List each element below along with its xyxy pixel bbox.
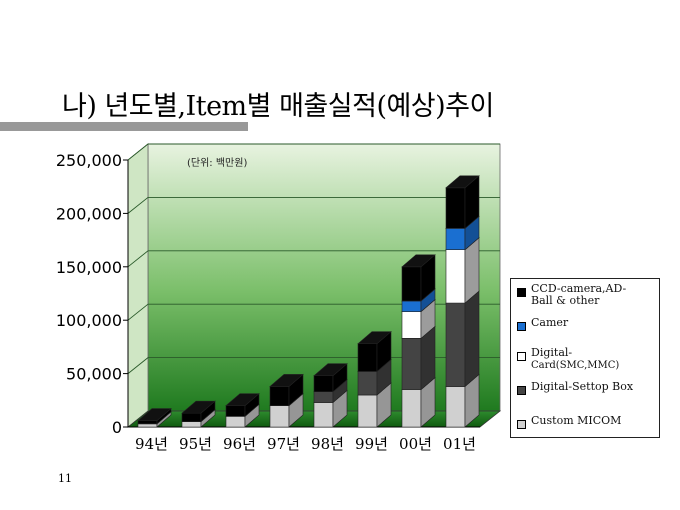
bar-top [137,408,172,421]
page-number: 11 [58,472,72,485]
bar-front [313,391,334,403]
legend-label-digital-card-line1: Digital- [531,346,573,359]
bar-front [401,311,422,339]
bar-top [313,363,348,377]
bar-front [445,302,466,387]
legend-label-ccd-camera-line2: Ball & other [531,294,600,307]
bar-front [445,228,466,251]
bar-front [401,300,422,312]
x-tick-label: 99년 [355,435,388,453]
bar-segment [445,290,480,388]
y-tick-label: 50,000 [66,365,122,384]
bar-segment [269,373,304,407]
y-tick-label: 0 [112,418,122,437]
plot-side-wall [127,143,149,428]
unit-note: (단위: 백만원) [187,156,247,169]
bar-front [445,187,466,229]
legend-label-digital-card-line2: Card(SMC,MMC) [531,360,620,371]
bar-segment [313,363,348,393]
legend-swatch-custom-micom [517,420,526,429]
bar-segment [225,392,260,417]
title-underline-bar [0,122,248,131]
x-tick-label: 94년 [135,435,168,453]
bar-segment [445,175,480,230]
legend-swatch-ccd-camera [517,288,526,297]
gridline [127,143,500,161]
bar-front [269,386,290,406]
bar-front [137,423,158,428]
bar-front [357,371,378,396]
y-tick-label: 200,000 [56,204,122,223]
bar-top [357,331,392,344]
bar-front [313,375,334,393]
bar-segment [401,254,436,302]
bar-front [401,266,422,302]
legend-entry-ccd-camera: CCD-camera,AD- Ball & other [517,283,659,307]
bar-front [181,412,202,422]
legend-entry-camer: Camer [517,317,659,331]
slide-title: 나) 년도별,Item별 매출실적(예상)추이 [62,91,494,122]
gridline [127,303,500,321]
bar-front [357,394,378,428]
x-tick-label: 98년 [311,435,344,453]
y-tick-label: 100,000 [56,311,122,330]
bar-segment [137,407,172,425]
y-tick-label: 250,000 [56,151,122,170]
bar-top [445,175,480,189]
bar-side [464,290,480,388]
bar-top [269,374,304,387]
legend-label-custom-micom: Custom MICOM [531,414,622,427]
y-tick-label: 150,000 [56,258,122,277]
legend-entry-settop-box: Digital-Settop Box [517,381,659,395]
legend-label-settop-box: Digital-Settop Box [531,380,634,393]
bar-top [225,393,260,406]
bar-front [269,405,290,428]
chart-legend: CCD-camera,AD- Ball & other Camer Digita… [510,278,660,438]
legend-swatch-camer [517,322,526,331]
bar-front [225,416,246,428]
legend-entry-custom-micom: Custom MICOM [517,415,659,429]
bar-top [401,254,436,268]
legend-label-camer: Camer [531,316,569,329]
bar-front [445,249,466,304]
x-tick-label: 00년 [399,435,432,453]
gridline [127,196,500,214]
legend-swatch-digital-card [517,352,526,361]
gridline [127,250,500,268]
bar-top [181,400,216,414]
bar-front [401,338,422,390]
bar-front [181,421,202,428]
bar-front [357,343,378,372]
bar-segment [357,331,392,373]
x-tick-label: 97년 [267,435,300,453]
legend-entry-digital-card: Digital- Card(SMC,MMC) [517,347,659,372]
legend-label-ccd-camera-line1: CCD-camera,AD- [531,282,627,295]
bar-front [225,405,246,417]
x-tick-label: 96년 [223,435,256,453]
legend-swatch-settop-box [517,386,526,395]
bar-front [445,386,466,428]
x-tick-label: 01년 [443,435,476,453]
bar-front [401,389,422,428]
x-tick-label: 95년 [179,435,212,453]
bar-front [137,420,158,425]
bar-front [313,402,334,428]
bar-segment [181,400,216,423]
